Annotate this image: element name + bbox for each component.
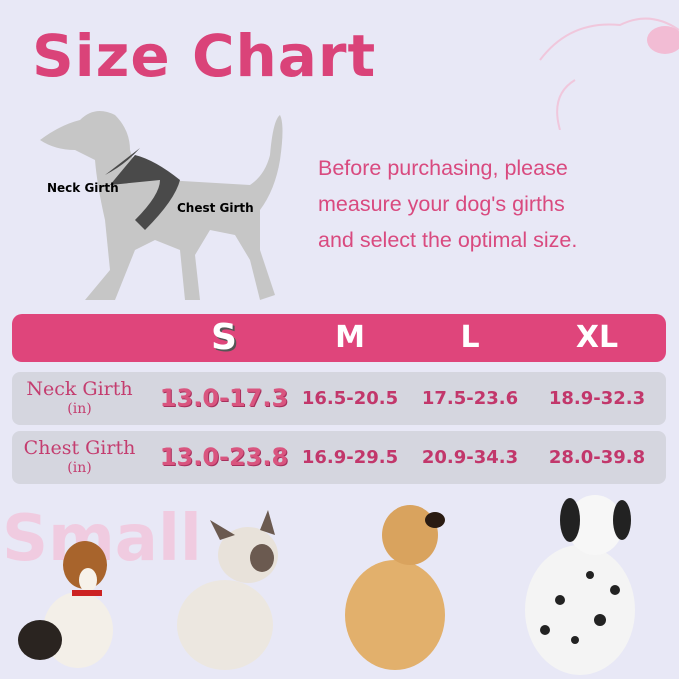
golden-retriever-photo [345, 505, 445, 670]
intro-line: Before purchasing, please [318, 156, 568, 180]
chest-girth-label: Chest Girth [177, 201, 254, 215]
cell-m: 16.9-29.5 [301, 447, 399, 468]
row-label-text: Neck Girth [26, 378, 133, 400]
cell-xl: 18.9-32.3 [548, 388, 646, 409]
page-title: Size Chart [32, 22, 377, 90]
cell-l: 17.5-23.6 [421, 388, 519, 409]
cell-s: 13.0-17.3 [159, 384, 289, 412]
neck-girth-label: Neck Girth [47, 181, 119, 195]
size-header-bar: S M L XL [12, 314, 666, 362]
cell-s: 13.0-23.8 [159, 443, 289, 471]
dalmatian-photo [525, 495, 635, 675]
intro-text: Before purchasing, please measure your d… [318, 150, 577, 258]
french-bulldog-photo [177, 510, 278, 670]
row-unit: (in) [67, 401, 92, 417]
row-label: Chest Girth (in) [12, 438, 147, 478]
dog-outline-decoration [539, 17, 679, 130]
row-unit: (in) [67, 460, 92, 476]
intro-line: and select the optimal size. [318, 228, 578, 252]
size-header-xl: XL [575, 320, 619, 355]
cell-m: 16.5-20.5 [301, 388, 399, 409]
row-label: Neck Girth (in) [12, 379, 147, 419]
size-header-m: M [335, 320, 365, 355]
table-row-neck: Neck Girth (in) 13.0-17.3 16.5-20.5 17.5-… [12, 372, 666, 425]
size-header-l: L [460, 320, 480, 355]
cell-xl: 28.0-39.8 [548, 447, 646, 468]
intro-line: measure your dog's girths [318, 192, 565, 216]
dog-photos [18, 495, 635, 675]
beagle-photo [18, 541, 113, 668]
size-header-s: S [211, 317, 237, 358]
cell-l: 20.9-34.3 [421, 447, 519, 468]
dog-diagram: Neck Girth Chest Girth [40, 111, 283, 300]
row-label-text: Chest Girth [23, 437, 136, 459]
table-row-chest: Chest Girth (in) 13.0-23.8 16.9-29.5 20.9… [12, 431, 666, 484]
